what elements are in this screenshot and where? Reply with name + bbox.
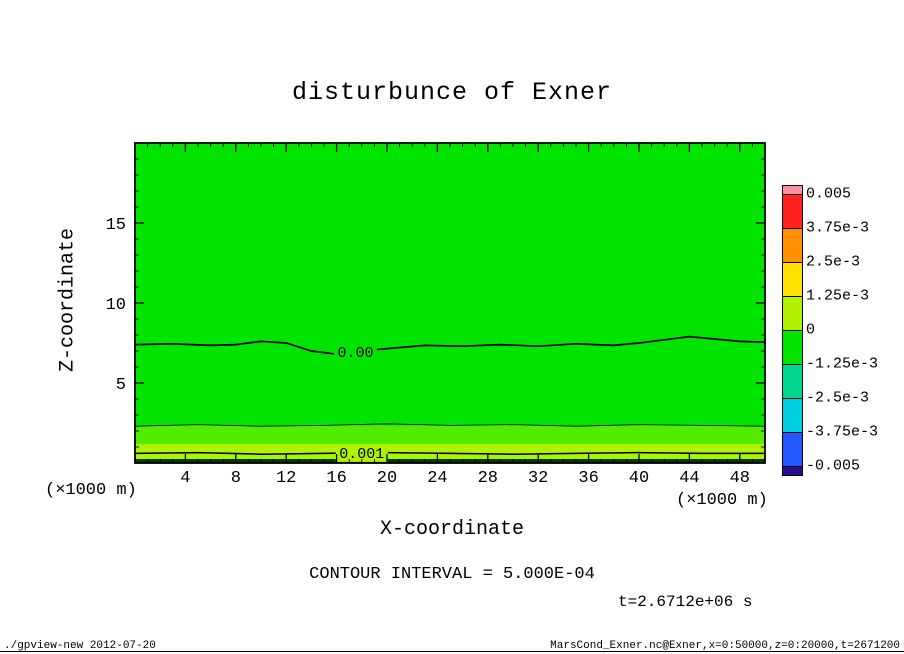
x-tick-label: 4 [180, 469, 190, 488]
colorbar-segment [783, 186, 802, 195]
y-axis-unit: (×1000 m) [45, 481, 137, 500]
contour-label-bg [334, 342, 377, 361]
colorbar-label: -3.75e-3 [806, 423, 879, 441]
contour-line [134, 335, 766, 356]
colorbar-label: 0.005 [806, 185, 852, 203]
y-tick-label: 15 [106, 216, 126, 235]
colorbar-label: -1.25e-3 [806, 355, 879, 373]
x-tick-label: 12 [276, 469, 296, 488]
x-tick-label: 40 [629, 469, 649, 488]
x-tick-label: 36 [578, 469, 598, 488]
contour-line [134, 423, 766, 427]
y-tick-label: 5 [116, 376, 126, 395]
colorbar-segment [783, 297, 802, 331]
colorbar-label: 0 [806, 321, 816, 339]
field-fill [135, 143, 765, 463]
colorbar-segment [783, 467, 802, 475]
x-tick-label: 24 [427, 469, 447, 488]
colorbar-segment [783, 195, 802, 229]
footer-command-text: ./gpview-new 2012-07-20 [4, 640, 156, 652]
x-tick-label: 44 [679, 469, 699, 488]
colorbar-segment [783, 263, 802, 297]
x-tick-label: 28 [478, 469, 498, 488]
plot-title: disturbunce of Exner [291, 78, 613, 107]
x-axis-title: X-coordinate [379, 518, 525, 541]
x-tick-label: 20 [377, 469, 397, 488]
x-axis-unit: (×1000 m) [676, 491, 768, 510]
y-tick-label: 10 [106, 296, 126, 315]
colorbar-label: -2.5e-3 [806, 389, 870, 407]
colorbar-segment [783, 433, 802, 467]
colorbar-segment [783, 365, 802, 399]
colorbar [782, 185, 803, 476]
colorbar-segment [783, 399, 802, 433]
x-tick-label: 48 [730, 469, 750, 488]
contour-line [134, 451, 765, 455]
contour-label-bg [335, 443, 388, 462]
colorbar-label: 2.5e-3 [806, 253, 861, 271]
footer-rule [0, 651, 904, 652]
colorbar-label: 3.75e-3 [806, 219, 870, 237]
contour-interval-note: CONTOUR INTERVAL = 5.000E-04 [309, 565, 595, 584]
field-band [135, 443, 765, 459]
colorbar-segment [783, 331, 802, 365]
x-tick-label: 32 [528, 469, 548, 488]
time-note: t=2.6712e+06 s [618, 593, 753, 611]
colorbar-label: 1.25e-3 [806, 287, 870, 305]
x-tick-label: 16 [326, 469, 346, 488]
colorbar-label: -0.005 [806, 457, 861, 475]
field-band [135, 425, 765, 444]
contour-label: 0.00 [337, 345, 373, 362]
x-tick-label: 8 [231, 469, 241, 488]
footer-file-text: MarsCond_Exner.nc@Exner,x=0:50000,z=0:20… [550, 640, 900, 652]
plot-frame [134, 142, 766, 464]
contour-label: 0.001 [339, 446, 384, 463]
colorbar-segment [783, 229, 802, 263]
